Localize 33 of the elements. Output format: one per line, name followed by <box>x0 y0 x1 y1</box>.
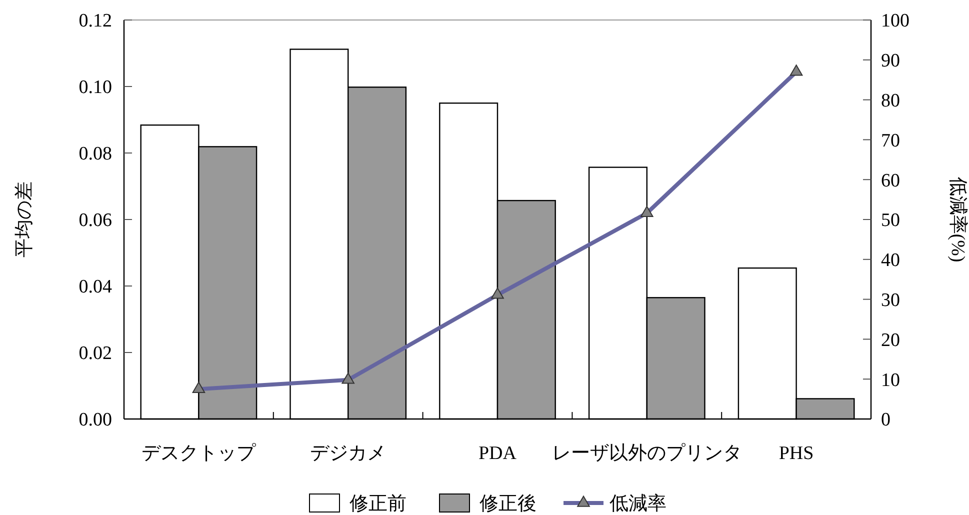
y2-tick-label: 50 <box>881 210 900 232</box>
y2-tick-label: 10 <box>881 370 900 391</box>
x-tick-label: レーザ以外のプリンタ <box>552 443 742 464</box>
y2-tick-label: 90 <box>881 50 900 72</box>
y-tick-label: 0.08 <box>78 144 112 165</box>
legend-label: 修正前 <box>350 494 406 515</box>
y2-tick-label: 80 <box>881 90 900 112</box>
y2-tick-label: 30 <box>881 290 900 311</box>
legend-label: 修正後 <box>480 494 536 515</box>
y2-axis-title: 低減率(%) <box>947 176 969 262</box>
y-tick-label: 0.10 <box>78 77 112 98</box>
y-tick-label: 0.04 <box>78 276 112 298</box>
y-tick-label: 0.02 <box>78 343 112 364</box>
y2-tick-label: 20 <box>881 330 900 351</box>
point <box>640 206 654 218</box>
x-tick-label: デスクトップ <box>142 443 257 464</box>
y-tick-label: 0.06 <box>78 210 112 232</box>
y2-tick-label: 40 <box>881 250 900 272</box>
y2-tick-label: 100 <box>881 10 910 32</box>
point <box>790 64 803 76</box>
y-tick-label: 0.00 <box>78 410 112 431</box>
point <box>342 372 354 384</box>
y2-tick-label: 70 <box>881 130 900 152</box>
point <box>491 288 504 299</box>
x-tick-label: デジカメ <box>310 443 386 464</box>
y-tick-label: 0.12 <box>78 10 112 32</box>
x-tick-label: PDA <box>478 443 517 464</box>
legend-label: 低減率 <box>610 492 666 515</box>
y2-tick-label: 0 <box>881 410 890 431</box>
y2-tick-label: 60 <box>881 170 900 192</box>
point <box>192 382 206 393</box>
x-tick-label: PHS <box>778 443 814 464</box>
y-axis-title: 平均の差 <box>14 182 35 258</box>
